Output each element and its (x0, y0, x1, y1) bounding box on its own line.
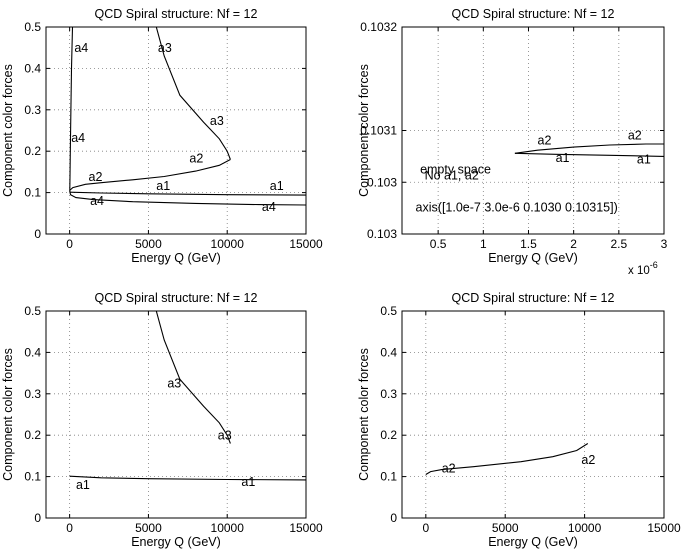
annotation-label: a1 (76, 478, 90, 492)
x-tick-label: 3 (661, 237, 668, 251)
series-line-a2 (69, 159, 231, 191)
chart-panel-2: 0.5 1 1.5 2 2.5 3 0.103 0.103 0.1031 0.1032 QCD Sp… (357, 7, 668, 277)
y-axis-label: Component color forces (357, 64, 371, 197)
y-tick-label: 0.3 (24, 387, 41, 401)
x-tick-label: 10000 (211, 521, 245, 535)
annotation-label: a1 (241, 475, 255, 489)
y-tick-label: 0.2 (380, 428, 397, 442)
y-tick-label: 0.2 (24, 428, 41, 442)
x-tick-label: 15000 (289, 237, 323, 251)
y-tick-label: 0.103 (367, 175, 397, 189)
x-tick-label: 5000 (492, 521, 519, 535)
x-axis-label: Energy Q (GeV) (488, 535, 578, 549)
y-tick-label: 0 (390, 511, 397, 525)
x-tick-label: 1.5 (520, 237, 537, 251)
annotation-label: a4 (74, 41, 88, 55)
series-line-a1 (514, 152, 664, 157)
annotation-label: empty space (420, 162, 491, 176)
annotation-label: a3 (210, 114, 224, 128)
x-axis-exponent: -6 (650, 260, 658, 270)
plot-area (401, 26, 665, 235)
annotation-label: No a1, a2 (425, 169, 479, 183)
x-tick-label: 0 (66, 521, 73, 535)
y-tick-label: 0 (34, 227, 41, 241)
y-tick-label: 0.2 (24, 144, 41, 158)
y-tick-label: 0.5 (24, 20, 41, 34)
x-tick-label: 2 (570, 237, 577, 251)
series-line-a1 (69, 475, 306, 481)
annotation-label: a2 (628, 128, 642, 142)
y-tick-label: 0.3 (24, 103, 41, 117)
y-tick-label: 0.3 (380, 387, 397, 401)
x-axis-label: Energy Q (GeV) (488, 251, 578, 265)
chart-title: QCD Spiral structure: Nf = 12 (95, 291, 258, 305)
x-tick-label: 0 (66, 237, 73, 251)
y-tick-label: 0.4 (24, 61, 41, 75)
series-line-a1 (69, 191, 306, 196)
y-tick-label: 0.1031 (360, 124, 397, 138)
chart-panel-1: 0 5000 10000 15000 0 0.1 0.2 0.3 0.4 0.5 QCD Spira… (1, 7, 323, 265)
plot-area (45, 310, 307, 519)
x-axis-multiplier: x 10-6 (628, 260, 658, 277)
series-line-a3 (155, 311, 231, 444)
chart-panel-3: 0 5000 10000 15000 0 0.1 0.2 0.3 0.4 0.5 QCD Spira… (1, 291, 323, 549)
x-tick-label: 15000 (647, 521, 681, 535)
y-tick-label: 0.103 (367, 227, 397, 241)
y-axis-label: Component color forces (1, 348, 15, 481)
y-tick-label: 0.5 (24, 304, 41, 318)
chart-title: QCD Spiral structure: Nf = 12 (95, 7, 258, 21)
annotation-label: a1 (556, 151, 570, 165)
y-axis-label: Component color forces (1, 64, 15, 197)
series-line-a4 (69, 27, 306, 206)
annotation-label: a1 (270, 179, 284, 193)
x-tick-label: 10000 (211, 237, 245, 251)
annotation-label: a2 (189, 151, 203, 165)
x-axis-label: Energy Q (GeV) (131, 251, 221, 265)
series-line-a2 (425, 443, 589, 475)
x-tick-label: 15000 (289, 521, 323, 535)
chart-panel-4: 0 5000 10000 15000 0 0.1 0.2 0.3 0.4 0.5 QCD Spira… (357, 291, 681, 549)
x-tick-label: 5000 (135, 521, 162, 535)
y-tick-label: 0.5 (380, 304, 397, 318)
annotation-label: a1 (637, 153, 651, 167)
annotation-label: a3 (218, 428, 232, 442)
x-tick-label: 5000 (135, 237, 162, 251)
x-tick-label: 0.5 (430, 237, 447, 251)
y-tick-label: 0.4 (24, 345, 41, 359)
annotation-label: a4 (262, 200, 276, 214)
annotation-label: a4 (71, 131, 85, 145)
series-line-a3 (155, 27, 231, 160)
annotation-label: a2 (89, 170, 103, 184)
x-axis-label: Energy Q (GeV) (131, 535, 221, 549)
annotation-label: a2 (442, 461, 456, 475)
y-tick-label: 0 (34, 511, 41, 525)
annotation-label: a4 (90, 194, 104, 208)
annotation-label: a3 (167, 377, 181, 391)
chart-title: QCD Spiral structure: Nf = 12 (452, 7, 615, 21)
annotation-label: a2 (581, 453, 595, 467)
y-tick-label: 0.1 (380, 470, 397, 484)
x-tick-label: 10000 (568, 521, 602, 535)
series-line-a2 (514, 143, 664, 154)
y-tick-label: 0.4 (380, 345, 397, 359)
x-tick-label: 0 (422, 521, 429, 535)
chart-title: QCD Spiral structure: Nf = 12 (452, 291, 615, 305)
annotation-label: a1 (156, 179, 170, 193)
y-tick-label: 0.1032 (360, 20, 397, 34)
y-tick-label: 0.1 (24, 186, 41, 200)
x-tick-label: 1 (480, 237, 487, 251)
y-axis-label: Component color forces (357, 348, 371, 481)
plot-area (401, 310, 665, 519)
annotation-label: a2 (538, 133, 552, 147)
y-tick-label: 0.1 (24, 470, 41, 484)
x-tick-label: 2.5 (610, 237, 627, 251)
annotation-label: axis([1.0e-7 3.0e-6 0.1030 0.10315]) (416, 201, 618, 215)
annotation-label: a3 (158, 41, 172, 55)
